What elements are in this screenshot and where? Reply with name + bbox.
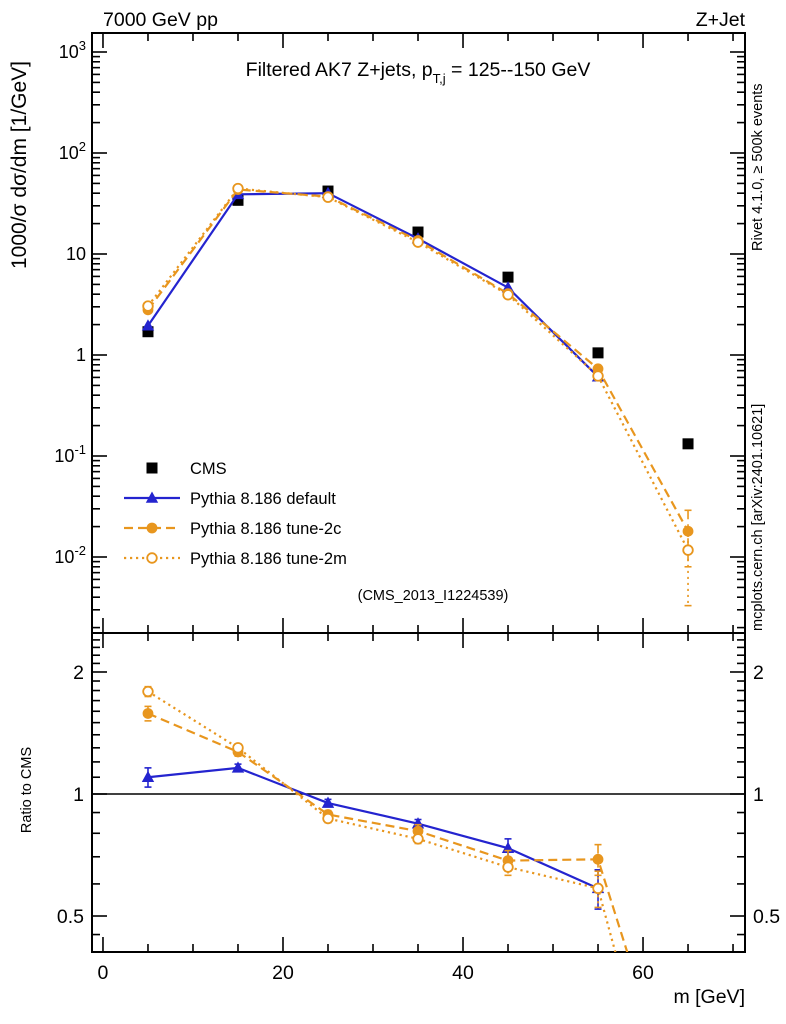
y-tick-label-main: 102	[59, 139, 86, 163]
ratio-tick-label-right: 0.5	[753, 906, 780, 928]
data-point-triangle	[231, 761, 245, 773]
y-axis-label-main: 1000/σ dσ/dm [1/GeV]	[8, 61, 31, 269]
data-point-open-circle	[412, 236, 424, 248]
y-tick-label-main: 10-1	[54, 442, 86, 466]
series-pythia-8-186-tune-2m-ratio	[142, 685, 617, 952]
rivet-version-note: Rivet 4.1.0, ≥ 500k events	[750, 83, 766, 251]
data-point-circle	[592, 853, 604, 865]
data-point-triangle	[141, 319, 155, 331]
ratio-tick-label-right: 1	[753, 784, 764, 806]
series-line	[147, 192, 599, 378]
header-beam-energy: 7000 GeV pp	[103, 9, 218, 31]
series-cms-values	[142, 185, 694, 450]
x-tick-label: 20	[272, 962, 294, 984]
data-point-open-circle	[322, 812, 334, 825]
ratio-tick-label-left: 2	[73, 662, 84, 684]
legend-item-pythia-8-186-default: Pythia 8.186 default	[124, 490, 336, 508]
data-point-open-circle	[142, 300, 154, 312]
series-pythia-8-186-default-values	[141, 186, 605, 382]
data-point-triangle	[145, 491, 159, 503]
x-tick-label: 0	[98, 962, 109, 984]
series-pythia-8-186-tune-2c-ratio	[142, 705, 629, 952]
data-point-circle	[142, 708, 154, 719]
ratio-tick-label-left: 0.5	[57, 906, 84, 928]
series-layer	[92, 182, 745, 952]
ratio-panel-frame	[91, 632, 746, 953]
legend-label: Pythia 8.186 tune-2m	[190, 550, 347, 568]
x-axis-label: m [GeV]	[673, 986, 745, 1008]
y-axis-label-ratio: Ratio to CMS	[19, 747, 35, 833]
data-point-square	[502, 271, 514, 283]
series-pythia-8-186-tune-2m-values	[142, 182, 694, 607]
mcplots-arxiv-note: mcplots.cern.ch [arXiv:2401.10621]	[750, 404, 766, 631]
data-point-open-circle	[502, 289, 514, 301]
data-point-open-circle	[592, 882, 604, 895]
legend-label: CMS	[190, 460, 227, 478]
ratio-tick-label-left: 1	[73, 784, 84, 806]
x-tick-label: 60	[632, 962, 654, 984]
data-point-square	[592, 347, 604, 359]
data-point-open-circle	[232, 182, 244, 195]
data-point-open-circle	[322, 191, 334, 203]
header-process: Z+Jet	[696, 9, 746, 31]
data-point-open-circle	[142, 685, 154, 698]
data-point-open-circle	[682, 544, 694, 556]
data-point-triangle	[141, 770, 155, 783]
data-point-open-circle	[412, 833, 424, 845]
data-point-square	[412, 226, 424, 238]
legend-item-cms: CMS	[146, 460, 227, 478]
data-point-square	[682, 438, 694, 450]
data-point-open-circle	[232, 742, 244, 754]
series-line	[147, 712, 629, 952]
legend: CMS Pythia 8.186 default Pythia 8.186 tune…	[124, 460, 347, 568]
data-point-circle	[146, 522, 158, 534]
data-point-open-circle	[592, 370, 604, 382]
x-tick-label: 40	[452, 962, 474, 984]
data-point-open-circle	[146, 552, 158, 564]
data-point-square	[146, 462, 158, 474]
legend-item-pythia-8-186-tune-2m: Pythia 8.186 tune-2m	[124, 550, 347, 568]
y-tick-label-main: 1	[76, 345, 86, 365]
series-line	[147, 690, 617, 952]
series-line	[147, 766, 599, 890]
plot-title: Filtered AK7 Z+jets, pT,j = 125--150 GeV	[246, 59, 591, 86]
legend-label: Pythia 8.186 default	[190, 490, 336, 508]
data-point-triangle	[321, 796, 335, 808]
y-tick-label-main: 10-2	[54, 543, 86, 567]
y-tick-label-main: 103	[59, 38, 86, 62]
data-point-square	[232, 194, 244, 206]
legend-label: Pythia 8.186 tune-2c	[190, 520, 341, 538]
main-panel-frame	[91, 32, 746, 634]
analysis-watermark: (CMS_2013_I1224539)	[358, 588, 509, 604]
data-point-square	[142, 326, 154, 338]
series-pythia-8-186-default-ratio	[141, 761, 605, 910]
data-point-triangle	[411, 817, 425, 829]
legend-item-pythia-8-186-tune-2c: Pythia 8.186 tune-2c	[124, 520, 341, 538]
ratio-tick-label-right: 2	[753, 662, 764, 684]
y-tick-label-main: 10	[66, 244, 86, 264]
data-point-open-circle	[502, 861, 514, 873]
plot-title-layer: Filtered AK7 Z+jets, pT,j = 125--150 GeV	[246, 59, 591, 86]
